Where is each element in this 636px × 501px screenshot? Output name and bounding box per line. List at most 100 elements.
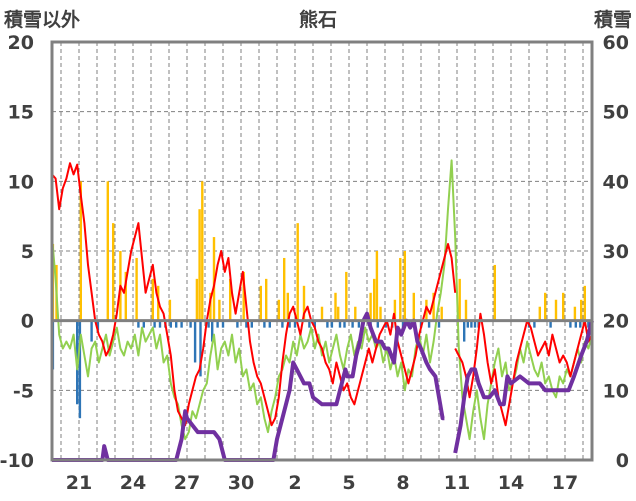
left-tick-label: 0 [21,311,34,333]
negative-bar [587,320,590,328]
precip-bar [403,251,406,321]
precip-bar [106,181,109,321]
precip-bar [334,292,337,321]
precip-bar [345,271,348,321]
grid [52,42,592,460]
negative-bar [153,320,156,328]
negative-bar [376,320,379,328]
precip-bar [373,278,376,321]
precip-bar [562,292,565,321]
right-tick-label: 60 [603,32,629,54]
series-line-snow_depth_2 [453,320,594,454]
precip-bar [302,285,306,321]
negative-bar [78,320,82,419]
precip-bar [580,299,583,321]
precip-bar [198,209,201,321]
precip-bar [286,292,289,321]
chart-title: 熊石 [299,8,337,31]
precip-bar [124,271,127,321]
plot-frame [50,40,594,462]
right-tick-label: 50 [603,102,629,124]
negative-bar [326,320,329,328]
negative-bar [338,320,342,328]
precip-bar [277,299,280,321]
precip-bar [79,181,82,321]
negative-bar [207,320,210,328]
precip-bar [283,257,286,321]
negative-bar [268,320,271,328]
precip-bar [212,237,216,321]
x-tick-label: 8 [396,472,409,494]
left-tick-label: 20 [8,32,34,54]
x-tick-label: 14 [498,472,524,494]
precip-bar [399,257,402,321]
precip-bar [265,278,268,321]
negative-bar [533,320,536,328]
precip-bar [554,299,558,321]
negative-bar [343,320,346,328]
plot-border [50,40,594,462]
negative-bar [137,320,140,328]
negative-bar [189,320,192,328]
negative-bar [569,320,572,328]
negative-bar [180,320,183,328]
x-tick-label: 24 [120,472,146,494]
precip-bar [209,292,212,321]
right-axis-label: 積雪 [594,8,632,31]
negative-bar [250,320,253,328]
negative-bar [211,320,214,342]
right-tick-label: 10 [603,380,629,402]
negative-bar [330,320,334,328]
negative-bar [351,320,354,328]
negative-bar [96,320,100,331]
precip-bar [369,292,372,321]
negative-bar [579,320,582,328]
negative-bar [193,320,197,363]
x-tick-label: 11 [444,472,470,494]
x-tick-label: 2 [288,472,301,494]
negative-bar [549,320,552,328]
precip-bar [573,306,577,321]
precip-bar [259,285,262,321]
precip-bar [458,278,461,321]
x-tick-label: 27 [174,472,200,494]
precip-bar [432,292,435,321]
precip-bar [135,257,138,321]
x-tick-label: 21 [66,472,92,494]
left-tick-label: 10 [8,171,34,193]
right-tick-label: 20 [603,311,629,333]
series-line-temp_max [51,162,457,427]
left-tick-label: 5 [21,241,34,263]
negative-bar [470,320,473,328]
precip-bar [242,271,245,321]
negative-bar [401,320,405,328]
precip-bar [354,306,357,321]
negative-bar [308,320,311,328]
left-tick-label: 15 [8,102,34,124]
precip-bar [337,306,340,321]
precip-bar [379,306,382,321]
precip-bar [320,306,324,321]
tick-labels: -10 -5 0 5 10 15 20 0 10 20 30 40 50 60 21 24 27 30 2 5 8 11 1… [0,32,629,494]
negative-bar [293,320,297,328]
negative-bar [288,320,291,328]
precip-bar [168,299,172,321]
negative-bar [142,320,145,328]
left-tick-label: -10 [0,450,34,472]
precip-bar [375,251,379,321]
series-line-temp_max_2 [454,312,593,427]
precip-bar [440,306,443,321]
negative-bar [263,320,266,328]
right-tick-label: 0 [616,450,629,472]
x-tick-label: 17 [552,472,578,494]
left-axis-label: 積雪以外 [4,8,80,31]
negative-bar [357,320,361,328]
precip-bar [195,278,199,321]
precip-bar [229,278,232,321]
left-tick-label: -5 [13,380,34,402]
right-tick-label: 40 [603,171,629,193]
negative-bar [236,320,239,328]
precip-bar [393,299,397,321]
negative-bar [158,320,162,328]
